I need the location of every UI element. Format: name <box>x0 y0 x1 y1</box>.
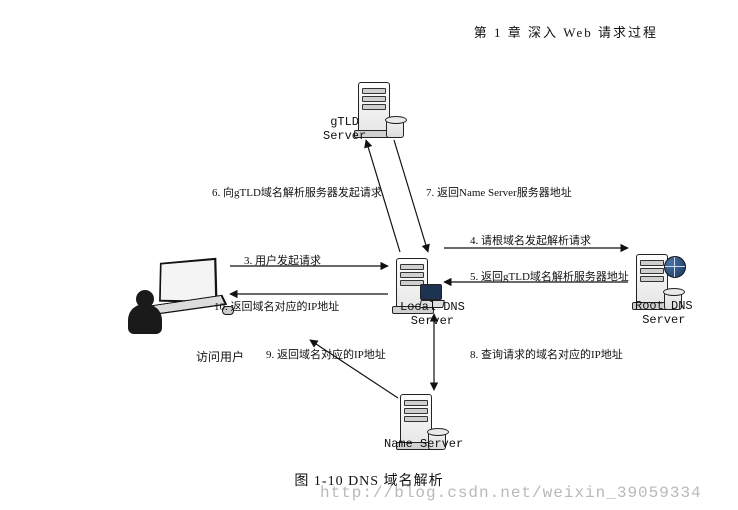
gtld-server-label: gTLD Server <box>323 116 366 144</box>
step-9-label: 9. 返回域名对应的IP地址 <box>266 346 386 362</box>
watermark-text: http://blog.csdn.net/weixin_39059334 <box>320 484 702 502</box>
user-label: 访问用户 <box>196 348 244 365</box>
arrow-a7 <box>394 140 428 252</box>
step-3-label: 3. 用户发起请求 <box>244 252 321 268</box>
root-dns-server-label: Root DNS Server <box>635 300 693 328</box>
step-8-label: 8. 查询请求的域名对应的IP地址 <box>470 346 623 362</box>
step-6-label: 6. 向gTLD域名解析服务器发起请求 <box>212 184 382 200</box>
step-4-label: 4. 请根域名发起解析请求 <box>470 232 591 248</box>
step-7-label: 7. 返回Name Server服务器地址 <box>426 184 572 200</box>
step-5-label: 5. 返回gTLD域名解析服务器地址 <box>470 268 629 284</box>
chapter-header: 第 1 章 深入 Web 请求过程 <box>474 22 658 41</box>
arrows-layer <box>0 0 738 510</box>
name-server-label: Name Server <box>384 438 463 452</box>
step-10-label: 10. 返回域名对应的IP地址 <box>214 298 339 314</box>
local-dns-server-label: Local DNS Server <box>400 301 465 329</box>
